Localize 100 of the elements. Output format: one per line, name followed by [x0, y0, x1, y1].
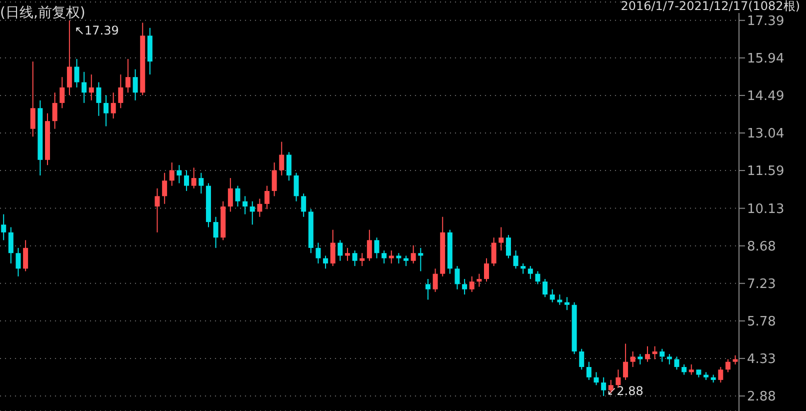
- candlestick: [104, 94, 109, 127]
- candlestick: [454, 266, 460, 290]
- candlestick: [594, 372, 599, 386]
- y-tick-label: 15.94: [747, 52, 784, 67]
- candlestick: [235, 185, 240, 207]
- y-tick-label: 11.59: [747, 164, 784, 180]
- candlestick: [388, 250, 394, 264]
- y-tick-label: 2.88: [747, 390, 776, 405]
- candlestick: [242, 196, 248, 215]
- candlestick: [338, 240, 343, 262]
- candlestick: [16, 247, 21, 277]
- candlestick: [198, 172, 204, 194]
- candlestick: [476, 273, 482, 288]
- candlestick: [88, 74, 94, 101]
- candlestick: [396, 252, 402, 264]
- y-tick-label: 17.39: [747, 14, 784, 29]
- candlestick: [418, 247, 424, 272]
- candlestick: [410, 244, 416, 264]
- candlestick: [154, 188, 160, 233]
- candlestick: [272, 162, 277, 197]
- candlestick: [286, 152, 292, 182]
- candlestick: [601, 376, 606, 396]
- candlestick: [644, 346, 650, 362]
- candlestick: [8, 226, 14, 264]
- candlestick: [688, 364, 694, 376]
- candlestick: [732, 354, 738, 365]
- y-tick-label: 13.04: [747, 126, 784, 142]
- candlestick: [660, 348, 665, 362]
- candlestick: [279, 141, 284, 176]
- candlestick: [257, 198, 262, 218]
- y-tick-label: 4.33: [747, 352, 776, 368]
- candlestick: [191, 167, 196, 189]
- annotation: ↖17.39: [74, 23, 119, 38]
- y-tick-label: 5.78: [747, 314, 776, 330]
- candlestick: [352, 250, 358, 267]
- candlestick: [374, 237, 380, 259]
- annotation: 2016/1/7-2021/12/17(1082根): [620, 0, 800, 13]
- candlestick: [528, 266, 533, 280]
- candlestick: [550, 288, 555, 303]
- candlestick: [344, 247, 350, 262]
- y-tick-label: 10.13: [747, 202, 784, 217]
- candlestick: [213, 216, 218, 248]
- candlestick: [323, 255, 328, 270]
- candlestick: [638, 354, 643, 365]
- candlestick: [542, 278, 548, 298]
- candlestick: [718, 366, 724, 384]
- candlestick: [301, 193, 306, 218]
- candlestick: [535, 270, 540, 285]
- candlestick: [250, 200, 255, 226]
- candlestick: [666, 354, 672, 365]
- candlestick: [30, 61, 36, 138]
- candlestick: [557, 294, 562, 306]
- candlestick: [52, 92, 58, 130]
- candlestick: [674, 356, 680, 370]
- candlestick: [382, 250, 387, 264]
- y-tick-label: 8.68: [747, 239, 776, 254]
- candlestick: [366, 229, 372, 262]
- candlestick: [1, 214, 6, 241]
- candlestick: [462, 278, 468, 296]
- candlestick: [316, 242, 321, 264]
- candlestick: [682, 364, 687, 376]
- candlestick: [66, 20, 72, 96]
- candlestick: [652, 346, 658, 360]
- candlestick: [125, 58, 130, 94]
- candlestick: [432, 268, 438, 292]
- candlestick: [425, 278, 430, 300]
- candlestick: [132, 68, 138, 101]
- candlestick: [330, 229, 336, 267]
- y-tick-label: 7.23: [747, 276, 776, 292]
- candlestick: [360, 252, 365, 267]
- candlestick: [498, 226, 504, 252]
- candlestick: [294, 172, 299, 202]
- candlestick: [630, 350, 636, 368]
- candlestick: [23, 240, 28, 272]
- candlestick: [162, 172, 168, 204]
- candlestick: [74, 58, 80, 88]
- candlestick: [169, 162, 174, 186]
- candlestick: [520, 262, 526, 274]
- candlestick: [586, 361, 592, 380]
- candlestick: [469, 276, 474, 292]
- candlestick: [264, 185, 270, 210]
- candlestick: [228, 178, 233, 212]
- candlestick: [579, 348, 584, 370]
- candlestick: [623, 343, 628, 380]
- candlestick: [110, 92, 116, 119]
- annotation: ↙2.88: [606, 384, 644, 398]
- candlestick: [176, 164, 182, 184]
- candlestick: [184, 170, 190, 192]
- candlestick: [725, 358, 730, 373]
- candlestick: [118, 74, 124, 109]
- candlestick: [404, 255, 409, 267]
- candlestick: [484, 258, 490, 282]
- candlestick: [82, 71, 87, 104]
- candlestick: [564, 296, 570, 311]
- y-tick-label: 14.49: [747, 89, 784, 104]
- candlestick: [513, 250, 518, 270]
- candlestick: [506, 234, 511, 259]
- candlestick: [96, 82, 102, 116]
- candlestick: [60, 76, 65, 109]
- chart-title: (日线,前复权): [0, 4, 86, 22]
